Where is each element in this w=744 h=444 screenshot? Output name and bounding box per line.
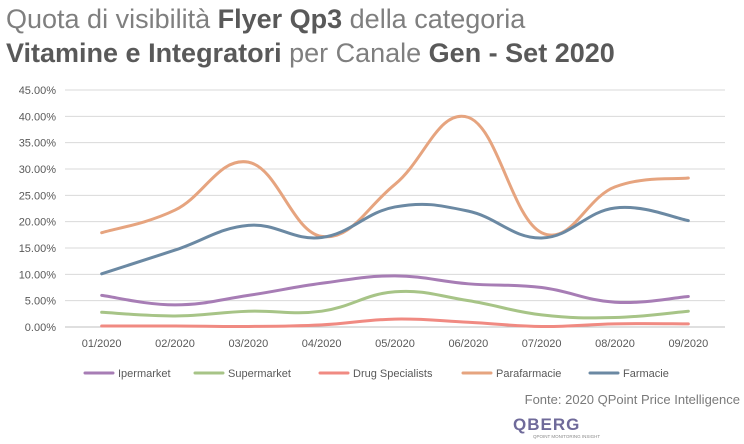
logo-wordmark: QBERG [513,415,580,434]
y-tick-label: 45.00% [19,85,57,97]
legend-label-farmacie: Farmacie [623,368,669,380]
x-tick-label: 09/2020 [668,338,708,350]
title-brand: Flyer Qp3 [217,4,343,34]
source-note: Fonte: 2020 QPoint Price Intelligence [524,392,740,407]
x-tick-label: 08/2020 [595,338,635,350]
x-tick-label: 03/2020 [228,338,268,350]
y-tick-label: 25.00% [19,190,57,202]
y-tick-label: 5.00% [25,296,56,308]
legend-label-ipermarket: Ipermarket [118,368,171,380]
legend-label-supermarket: Supermarket [228,368,291,380]
x-tick-label: 02/2020 [155,338,195,350]
y-tick-label: 40.00% [19,111,57,123]
x-tick-label: 04/2020 [302,338,342,350]
title-line1-prefix: Quota di visibilità [6,4,218,34]
x-tick-label: 01/2020 [82,338,122,350]
logo-tagline: QPOINT MONITORING INSIGHT [533,434,600,439]
legend-label-drug-specialists: Drug Specialists [353,368,433,380]
series-line-drug-specialists [100,317,690,329]
series-line-farmacie [100,202,690,276]
title-line2-middle: per Canale [281,38,429,68]
y-tick-label: 20.00% [19,217,57,229]
title-line1-suffix: della categoria [342,4,526,34]
qberg-logo: QBERG QPOINT MONITORING INSIGHT [513,415,600,439]
series-line-parafarmacie [100,114,690,239]
x-tick-label: 07/2020 [522,338,562,350]
title-period: Gen - Set 2020 [428,38,615,68]
legend-label-parafarmacie: Parafarmacie [496,368,561,380]
line-chart: 0.00% 5.00% 10.00% 15.00% 20.00% 25.00% 30.00%… [19,85,725,380]
title-category: Vitamine e Integratori [6,38,282,68]
x-tick-label: 06/2020 [448,338,488,350]
chart-title: Quota di visibilità Flyer Qp3 della cate… [6,2,615,70]
series-line-ipermarket [100,274,690,307]
y-tick-label: 35.00% [19,138,57,150]
y-tick-label: 10.00% [19,269,57,281]
y-tick-label: 15.00% [19,243,57,255]
y-tick-label: 0.00% [25,322,56,334]
series-line-supermarket [100,289,690,320]
x-tick-label: 05/2020 [375,338,415,350]
y-tick-label: 30.00% [19,164,57,176]
